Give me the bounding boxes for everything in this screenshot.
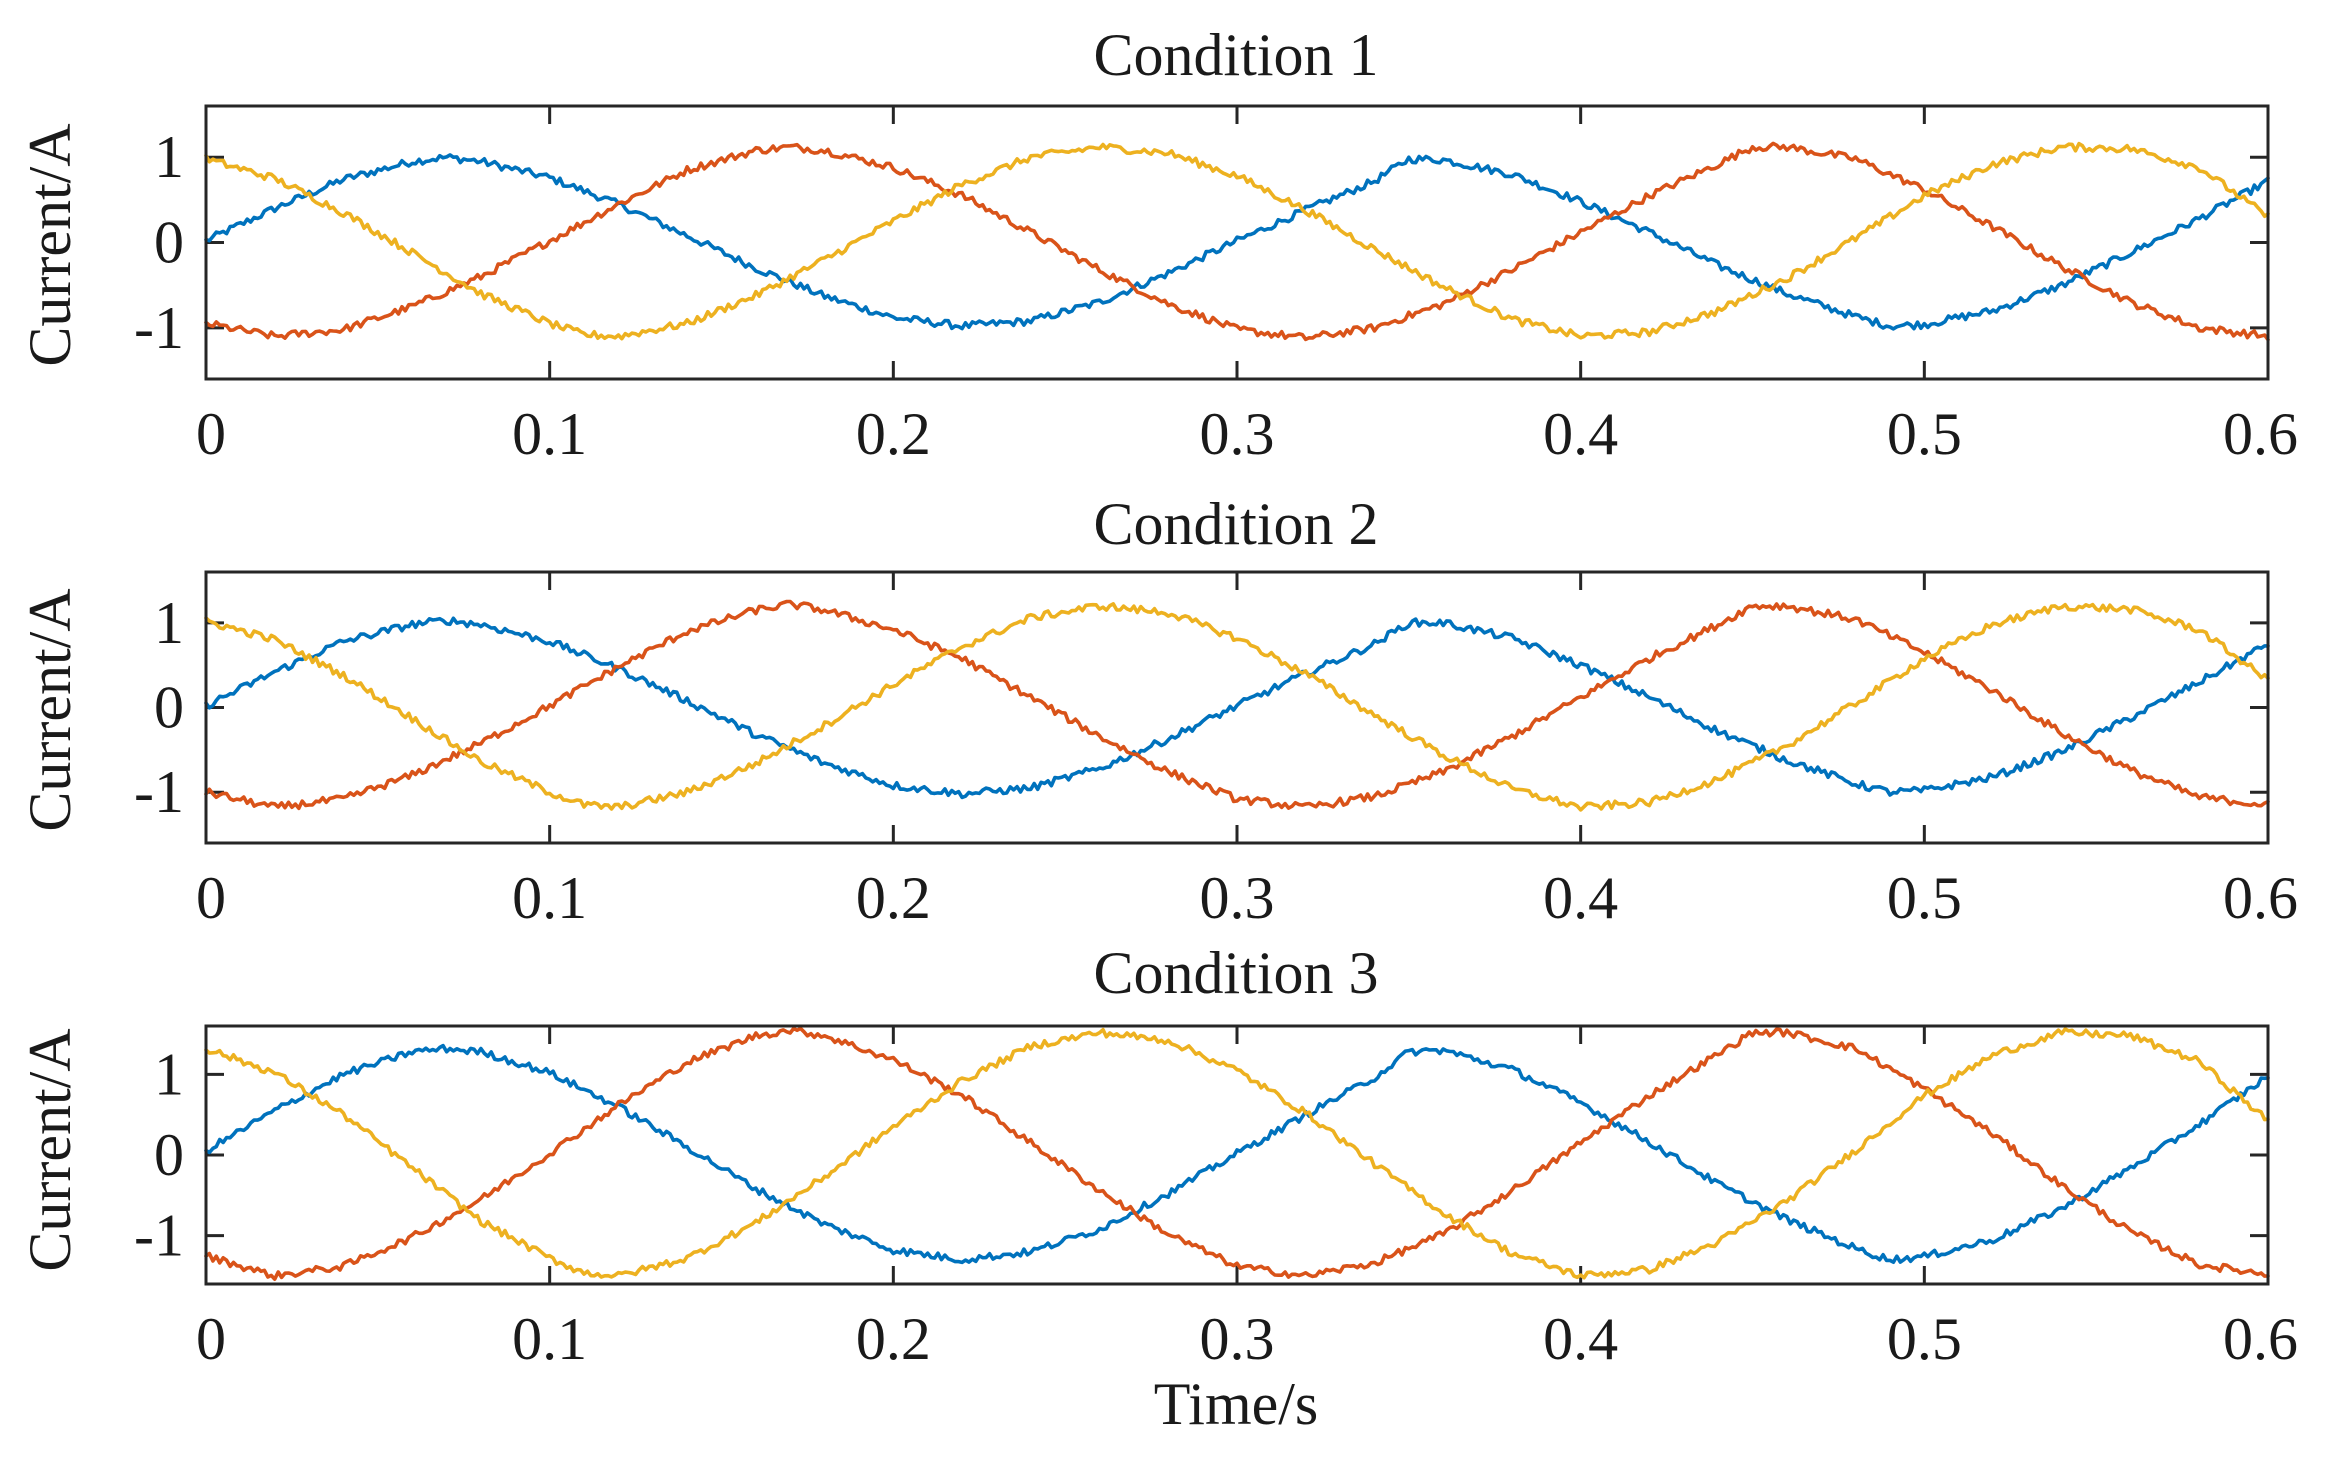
tick-layer: 0 0.1 0.2 0.3 0.4 0.5 0.6-101 [134,1026,2298,1372]
plot-area [204,599,2270,812]
series-line-1 [204,153,2270,331]
x-tick-label: 0.6 [2223,1306,2298,1372]
series-line-2 [204,1026,2270,1281]
series-line-3 [204,602,2270,812]
axes-frame [204,104,2270,381]
y-tick-label: 1 [154,124,184,190]
x-tick-label: 0.3 [1200,401,1275,467]
x-tick-label: 0.2 [856,865,931,931]
axes-frame [204,570,2270,845]
y-tick-label: 1 [154,590,184,656]
panel-title: Condition 3 [1093,940,1378,1006]
x-tick-label: 0 [196,865,226,931]
y-tick-label: 1 [154,1041,184,1107]
y-axis-label: Current/A [17,588,83,831]
x-tick-label: 0.2 [856,401,931,467]
tick-layer: 0 0.1 0.2 0.3 0.4 0.5 0.6-101 [134,106,2298,467]
y-tick-label: 0 [154,1122,184,1188]
y-tick-label: -1 [134,295,184,361]
plot-area [204,141,2270,342]
x-tick-label: 0.2 [856,1306,931,1372]
x-tick-label: 0.4 [1543,1306,1618,1372]
x-tick-label: 0 [196,1306,226,1372]
series-line-3 [204,1027,2270,1280]
y-axis-label: Current/A [17,123,83,366]
plot-area [204,1026,2270,1281]
panel-title: Condition 1 [1093,22,1378,88]
axes-frame [204,1024,2270,1286]
x-tick-label: 0.1 [512,401,587,467]
panel-title: Condition 2 [1093,491,1378,557]
y-tick-label: 0 [154,675,184,741]
panel-condition-1: Condition 1 Current/A 0 0.1 0.2 0.3 0.4 0.5 0.… [17,22,2298,467]
x-tick-label: 0.3 [1200,1306,1275,1372]
series-line-2 [204,141,2270,342]
x-tick-label: 0.6 [2223,865,2298,931]
y-tick-label: -1 [134,1203,184,1269]
y-tick-label: 0 [154,210,184,276]
x-tick-label: 0.5 [1887,401,1962,467]
series-line-3 [204,141,2270,341]
x-tick-label: 0.1 [512,865,587,931]
x-tick-label: 0.3 [1200,865,1275,931]
x-tick-label: 0 [196,401,226,467]
x-tick-label: 0.1 [512,1306,587,1372]
x-tick-label: 0.4 [1543,401,1618,467]
series-line-2 [204,599,2270,811]
series-line-1 [204,1043,2270,1265]
series-line-1 [204,616,2270,800]
y-axis-label: Current/A [17,1028,83,1271]
x-tick-label: 0.5 [1887,865,1962,931]
x-tick-label: 0.4 [1543,865,1618,931]
panel-condition-3: Condition 3 Current/A 0 0.1 0.2 0.3 0.4 0.5 0.… [17,940,2298,1437]
x-tick-label: 0.6 [2223,401,2298,467]
x-tick-label: 0.5 [1887,1306,1962,1372]
y-tick-label: -1 [134,759,184,825]
tick-layer: 0 0.1 0.2 0.3 0.4 0.5 0.6-101 [134,572,2298,931]
panel-condition-2: Condition 2 Current/A 0 0.1 0.2 0.3 0.4 0.5 0.… [17,491,2298,931]
x-axis-label: Time/s [1154,1371,1319,1437]
